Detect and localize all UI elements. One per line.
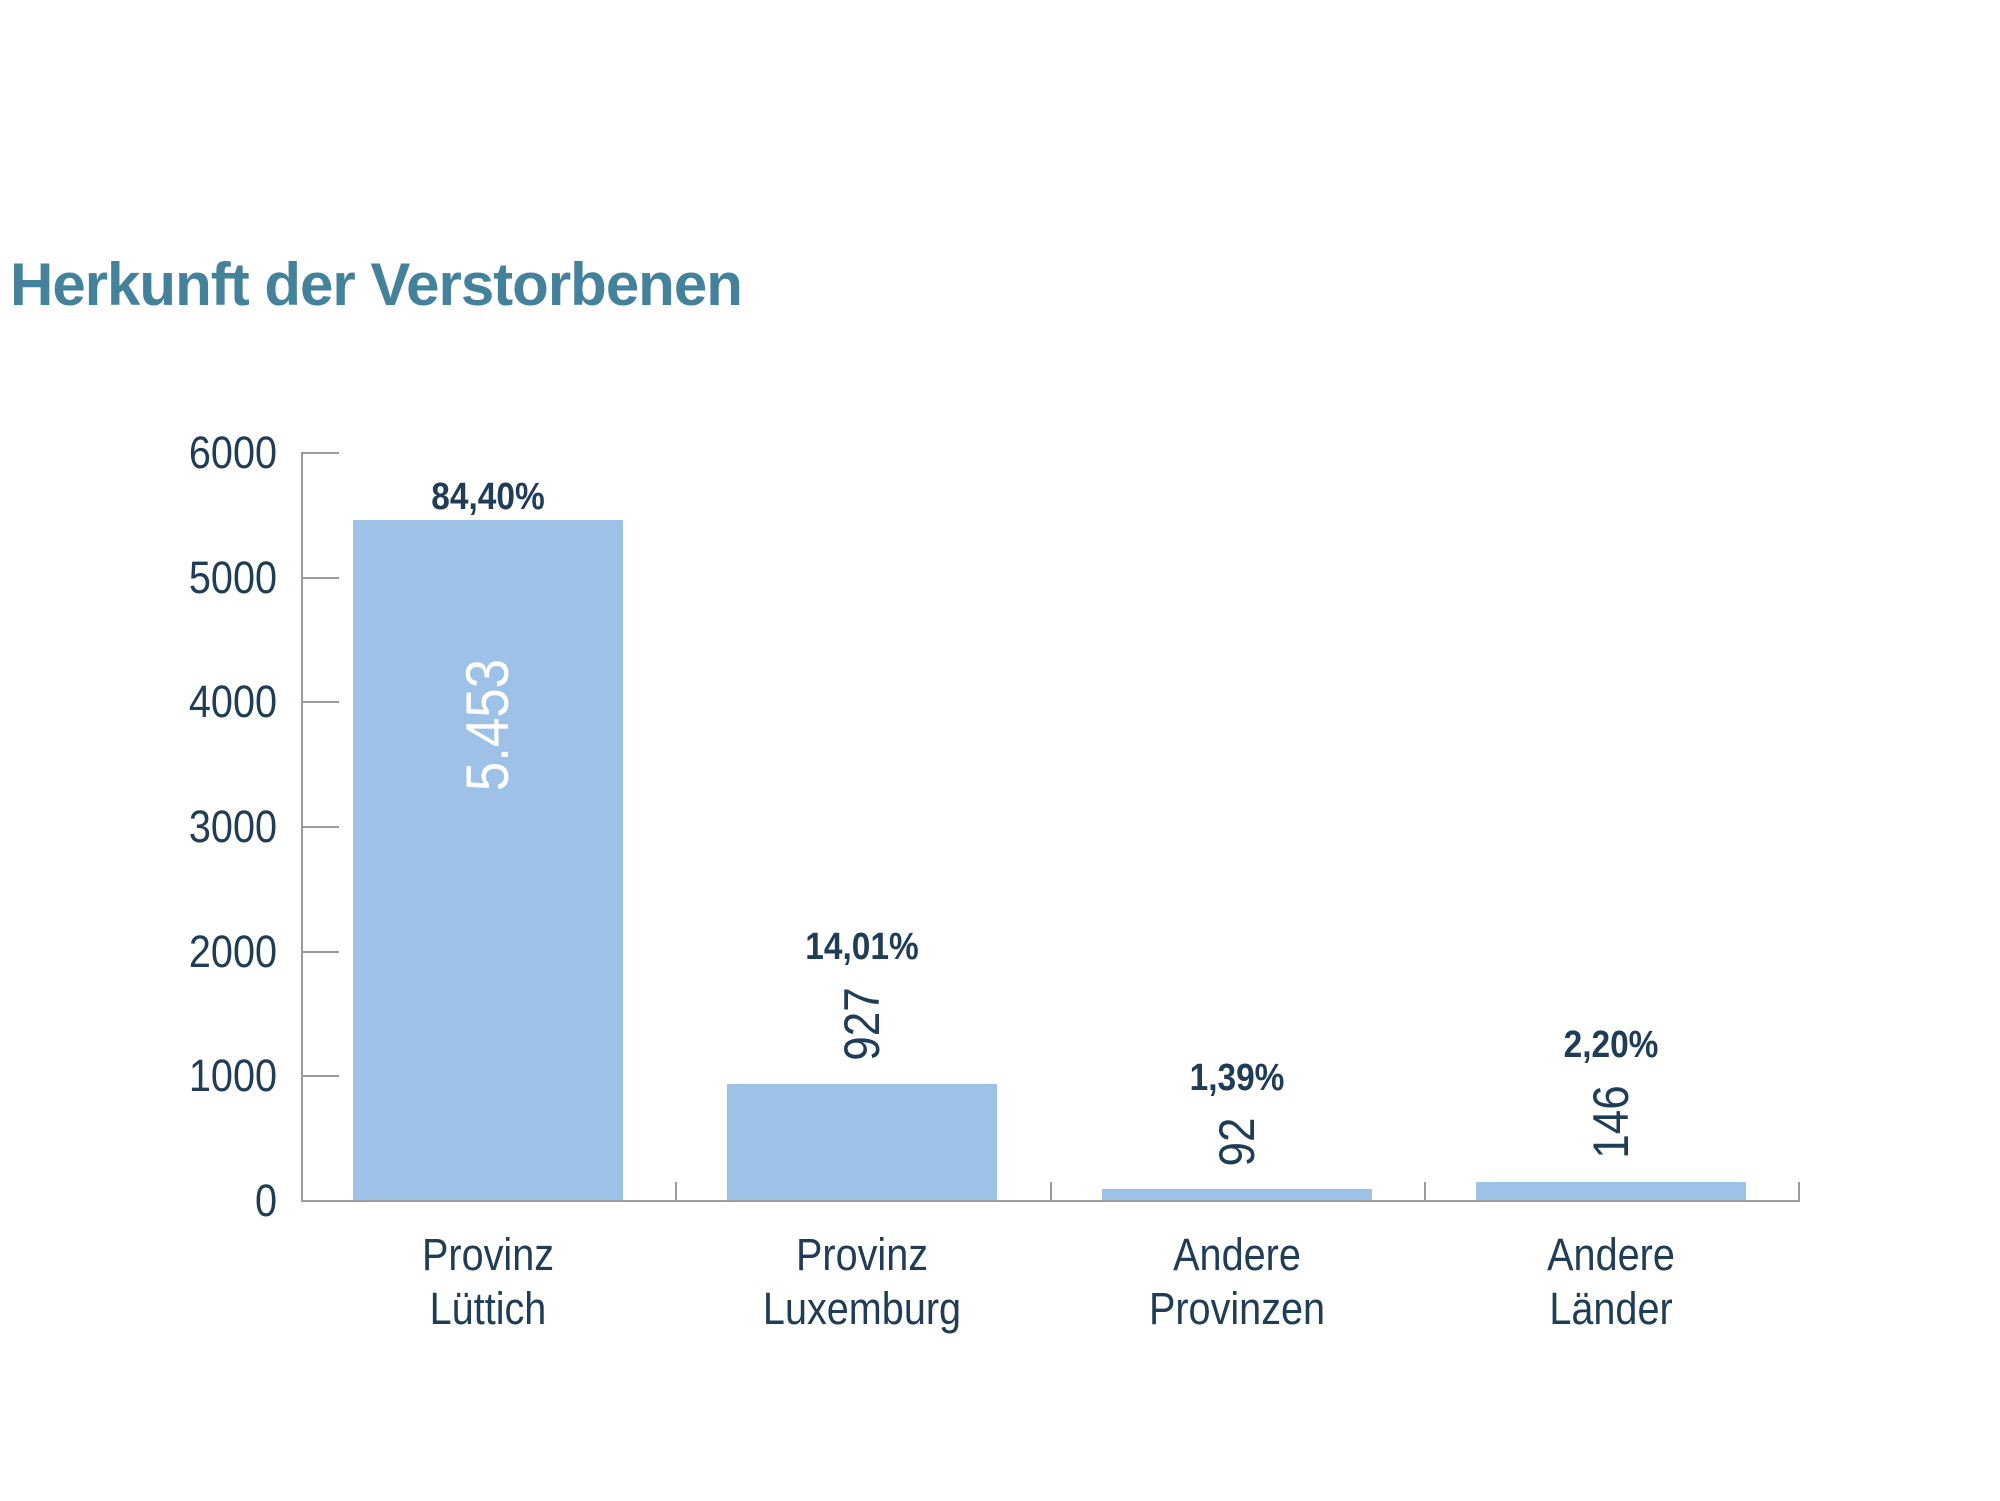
x-axis-tick (1423, 1182, 1426, 1202)
bar-percent-label: 1,39% (1189, 1056, 1285, 1099)
y-axis-line (301, 452, 303, 1202)
chart-title: Herkunft der Verstorbenen (10, 251, 743, 318)
category-label-line: Andere (1547, 1229, 1675, 1280)
y-axis-tick-label: 1000 (188, 1050, 277, 1102)
bar (353, 520, 624, 1200)
y-axis-tick (303, 701, 339, 704)
category-label-line: Provinz (796, 1229, 929, 1280)
category-label-line: Luxemburg (763, 1283, 962, 1334)
category-label-line: Andere (1172, 1229, 1301, 1280)
category-label-line: Länder (1549, 1283, 1673, 1334)
x-axis-tick (675, 1182, 678, 1202)
bar (1475, 1181, 1746, 1200)
y-axis-tick (303, 576, 339, 579)
y-axis-tick (303, 1075, 339, 1078)
y-axis-tick-label: 3000 (188, 801, 277, 852)
bar (727, 1084, 998, 1200)
y-axis-tick-label: 5000 (188, 551, 277, 603)
y-axis-tick-label: 2000 (188, 925, 277, 977)
bar (1101, 1188, 1372, 1200)
category-label-line: Provinzen (1148, 1283, 1325, 1334)
x-axis-tick (1798, 1182, 1800, 1202)
bar-percent-label: 2,20% (1563, 1023, 1659, 1066)
y-axis-tick (303, 452, 339, 454)
y-axis-tick-label: 6000 (188, 427, 277, 478)
y-axis-tick-label: 4000 (188, 676, 277, 728)
category-label-line: Provinz (422, 1229, 555, 1280)
category-label: Andere Länder (1417, 1228, 1804, 1336)
category-label: Provinz Lüttich (295, 1228, 682, 1336)
category-label-line: Lüttich (429, 1283, 547, 1334)
x-axis-tick (1049, 1182, 1052, 1202)
y-axis-tick (303, 826, 339, 828)
bar-value-label: 5.453 (454, 659, 522, 792)
category-label: Provinz Luxemburg (669, 1228, 1056, 1336)
bar-percent-label: 84,40% (431, 476, 545, 519)
category-label: Andere Provinzen (1043, 1228, 1430, 1336)
bar-percent-label: 14,01% (805, 926, 920, 969)
y-axis-tick-label: 0 (254, 1175, 277, 1226)
y-axis-tick (303, 950, 339, 953)
